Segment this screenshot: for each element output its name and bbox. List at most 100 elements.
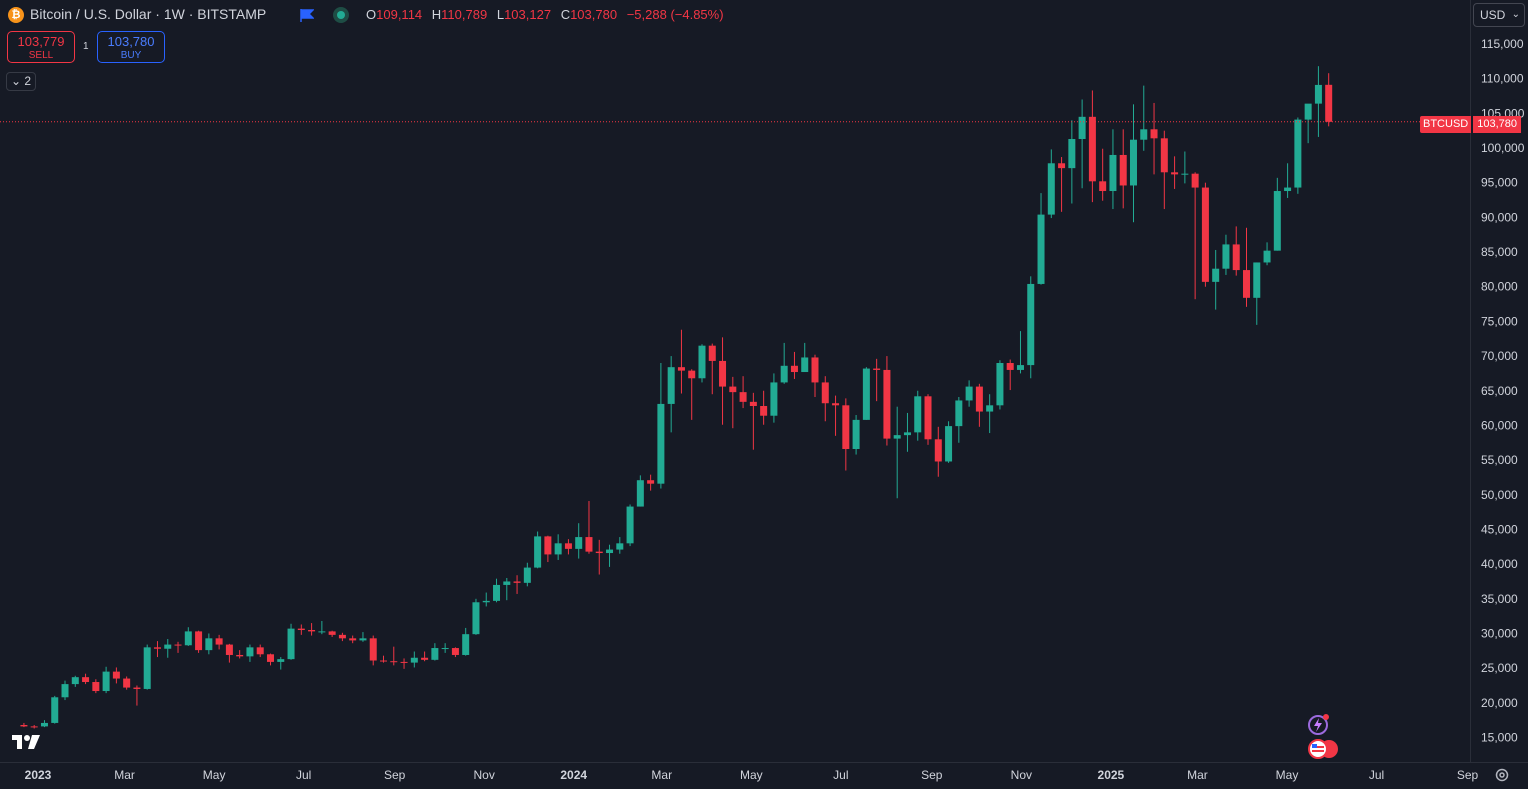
price-tick-label: 90,000 [1481, 210, 1518, 224]
symbol-title[interactable]: Bitcoin / U.S. Dollar · 1W · BITSTAMP [30, 6, 267, 22]
candle [1160, 130, 1168, 210]
candle-body [770, 382, 778, 416]
candle [462, 627, 470, 656]
candle-body [236, 654, 244, 657]
candle-body [1150, 129, 1158, 139]
price-axis[interactable]: 15,000 20,000 25,000 30,000 35,000 40,000 45,0… [1481, 37, 1525, 745]
buy-label: BUY [120, 50, 142, 61]
candle [195, 630, 203, 653]
time-tick-label: May [1276, 768, 1299, 782]
candle-body [513, 581, 521, 583]
candle-body [451, 648, 459, 655]
candle-body [883, 369, 891, 439]
candle-body [719, 360, 727, 387]
candle-body [266, 654, 274, 662]
candle [996, 360, 1004, 410]
candle-body [256, 647, 264, 655]
candle-body [924, 396, 932, 440]
candle-body [780, 365, 788, 383]
indicators-collapse-button[interactable]: ⌄ 2 [6, 72, 36, 91]
candle [688, 369, 696, 420]
ohlc-legend: O109,114 H110,789 L103,127 C103,780 −5,2… [366, 7, 730, 22]
lightning-icon[interactable] [1305, 713, 1331, 737]
candle-body [503, 581, 511, 585]
candle-body [1016, 365, 1024, 370]
candle-body [133, 687, 141, 689]
low-label: L [496, 7, 505, 22]
candle-body [986, 405, 994, 412]
candle-body [564, 543, 572, 549]
price-tick-label: 45,000 [1481, 522, 1518, 536]
price-tag-value: 103,780 [1473, 116, 1521, 133]
candle-body [1253, 262, 1261, 298]
buy-button[interactable]: 103,780 BUY [97, 31, 165, 63]
time-axis[interactable]: 2023 Mar May Jul Sep Nov 2024 Mar May Jul Sep Nov 20… [25, 768, 1479, 782]
price-tick-label: 65,000 [1481, 384, 1518, 398]
candle-body [472, 602, 480, 635]
candle [318, 620, 326, 635]
candle-body [82, 677, 90, 683]
sell-price: 103,779 [17, 34, 65, 49]
candle [82, 673, 90, 685]
candle-body [225, 644, 233, 655]
candle [380, 655, 388, 663]
candle [698, 344, 706, 383]
flag-icon[interactable] [300, 9, 314, 22]
candle [1119, 129, 1127, 209]
price-tick-label: 60,000 [1481, 418, 1518, 432]
candle-body [965, 386, 973, 401]
candle [780, 342, 788, 384]
candle [893, 406, 901, 499]
high-label: H [431, 7, 442, 22]
candle-body [287, 628, 295, 660]
candle [1129, 104, 1137, 223]
candle-body [184, 631, 192, 646]
candle-body [123, 678, 131, 688]
candle-body [1273, 191, 1281, 251]
candle [606, 544, 614, 567]
time-tick-label: May [740, 768, 763, 782]
currency-select[interactable]: USD ⌄ [1473, 3, 1525, 27]
us-flag-icon[interactable] [1307, 739, 1339, 759]
candle-body [1119, 154, 1127, 186]
candle-body [585, 537, 593, 552]
candle-body [1160, 138, 1168, 173]
candle [1109, 129, 1117, 210]
candle-body [852, 419, 860, 450]
candle-body [1263, 250, 1271, 263]
tradingview-logo-icon[interactable] [10, 731, 42, 751]
candle-body [1037, 214, 1045, 284]
candle-body [1109, 154, 1117, 192]
candle-body [431, 648, 439, 660]
candle-body [760, 406, 768, 416]
buy-price: 103,780 [107, 34, 155, 49]
candle [749, 392, 757, 450]
candle [934, 426, 942, 477]
candle-body [739, 392, 747, 402]
market-status-icon[interactable] [333, 7, 349, 23]
candle-body [544, 536, 552, 555]
candle [1068, 120, 1076, 204]
candle [246, 644, 254, 662]
candle [184, 627, 192, 646]
candle-body [934, 439, 942, 462]
candle-body [862, 368, 870, 420]
candle [349, 635, 357, 644]
candle [636, 475, 644, 507]
gear-icon[interactable] [1494, 767, 1510, 783]
time-tick-label: Sep [384, 768, 406, 782]
price-tick-label: 40,000 [1481, 557, 1518, 571]
candle [842, 398, 850, 471]
candle-body [297, 628, 305, 631]
candle [564, 539, 572, 555]
candle [832, 395, 840, 436]
candle [123, 676, 131, 690]
candle [1006, 359, 1014, 391]
candle-body [534, 536, 542, 568]
candle-body [677, 367, 685, 371]
candle-body [688, 370, 696, 379]
candle [20, 722, 28, 728]
bitcoin-logo-icon: ₿ [8, 7, 24, 23]
sell-button[interactable]: 103,779 SELL [7, 31, 75, 63]
